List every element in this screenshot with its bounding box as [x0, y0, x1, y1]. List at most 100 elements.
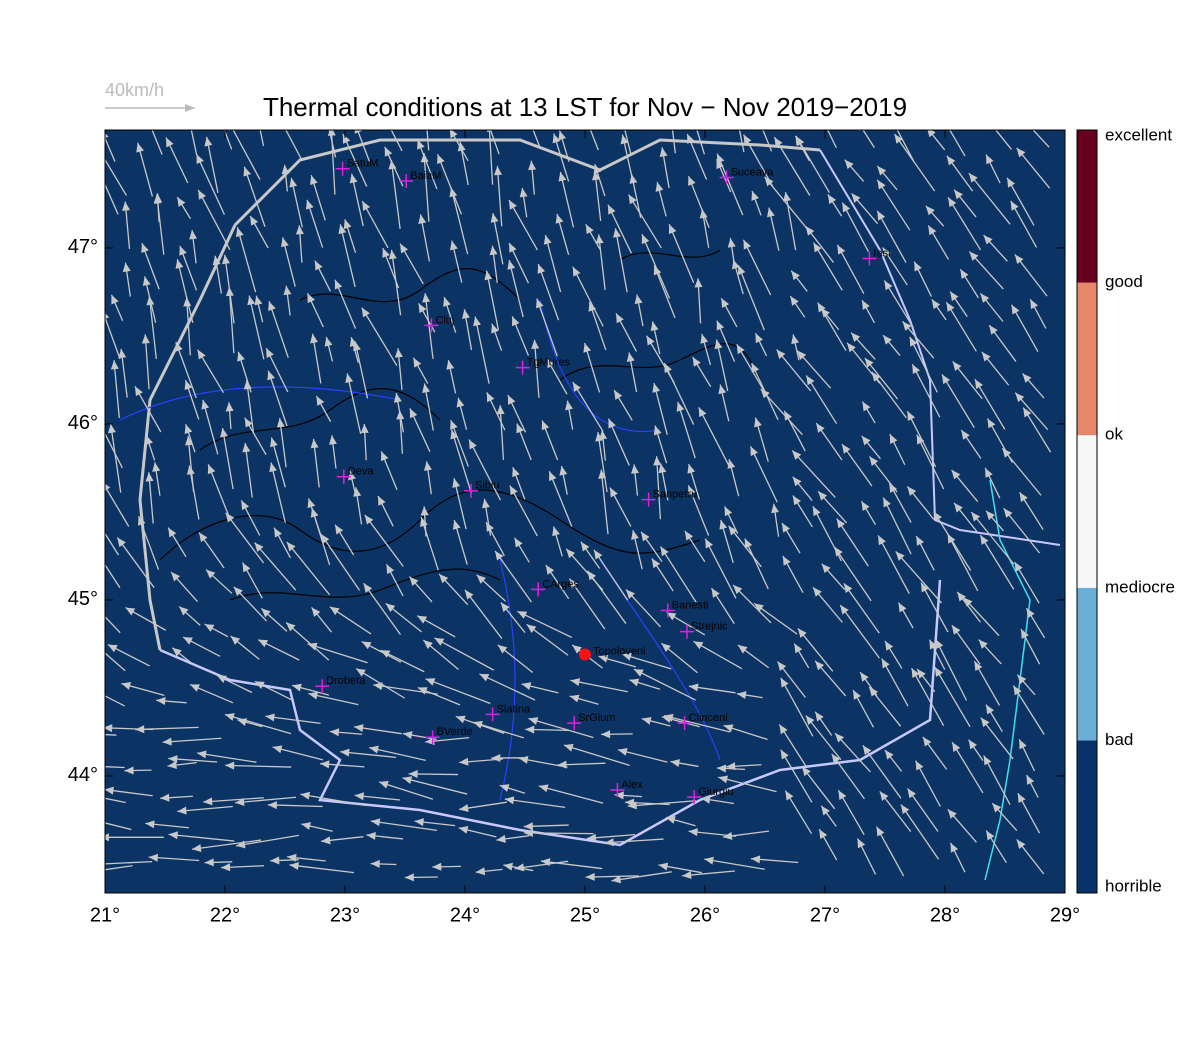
wind-arrow-head [105, 833, 109, 842]
wind-arrow-head [894, 134, 903, 144]
wind-arrow-head [361, 307, 370, 318]
wind-arrow [105, 822, 132, 831]
wind-arrow-head [862, 300, 870, 310]
wind-arrow-head [242, 562, 251, 573]
wind-arrow-head [153, 194, 162, 204]
wind-arrow-head [105, 483, 111, 491]
wind-arrow-head [827, 194, 837, 205]
wind-arrow-head [269, 462, 277, 473]
wind-arrow-head [388, 249, 397, 260]
wind-arrow [370, 820, 438, 832]
wind-arrow-head [883, 335, 892, 345]
wind-arrow-head [384, 146, 393, 157]
wind-arrow-head [166, 137, 174, 148]
wind-arrow-head [558, 130, 567, 141]
wind-arrow [485, 270, 500, 331]
wind-arrow-head [626, 352, 635, 363]
wind-arrow-head [980, 293, 990, 303]
wind-arrow [285, 130, 303, 160]
wind-arrow-head [487, 130, 494, 133]
wind-arrow [340, 751, 397, 758]
wind-arrow-head [699, 209, 708, 219]
wind-arrow-head [687, 485, 696, 496]
wind-arrow [434, 637, 495, 671]
wind-arrow [436, 154, 463, 215]
wind-arrow-head [310, 438, 319, 449]
wind-arrow-head [449, 187, 458, 198]
wind-arrow [489, 130, 500, 155]
wind-arrow-head [481, 498, 490, 509]
wind-arrow-head [819, 829, 828, 840]
wind-arrow-head [853, 690, 861, 700]
wind-arrow-head [598, 654, 609, 663]
wind-arrow [105, 432, 123, 469]
wind-arrow-head [889, 483, 898, 493]
wind-arrow-head [204, 624, 215, 632]
wind-arrow-head [243, 166, 252, 177]
x-tick-label: 29° [1050, 904, 1080, 926]
wind-arrow-head [362, 201, 371, 211]
wind-arrow-head [61, 787, 71, 795]
wind-arrow-head [869, 456, 879, 467]
wind-arrow [876, 210, 907, 263]
wind-arrow-head [225, 286, 234, 297]
wind-arrow-head [87, 505, 95, 515]
wind-arrow-head [514, 537, 523, 548]
wind-arrow-head [983, 755, 992, 766]
wind-arrow [244, 442, 253, 498]
wind-arrow [203, 797, 264, 803]
wind-arrow-head [920, 582, 929, 593]
wind-arrow-head [836, 518, 846, 529]
wind-arrow-head [760, 388, 770, 399]
wind-arrow-head [1022, 373, 1032, 383]
wind-arrow [841, 202, 869, 252]
wind-arrow-head [528, 717, 539, 725]
wind-arrow-head [585, 872, 595, 881]
x-tick-label: 25° [570, 904, 600, 926]
x-tick-label: 21° [90, 904, 120, 926]
colorbar-label: excellent [1105, 125, 1172, 144]
wind-arrow [949, 130, 966, 157]
wind-arrow-head [716, 153, 725, 164]
wind-arrow-head [417, 615, 428, 624]
city-label: SatuM [347, 158, 379, 170]
wind-arrow-head [274, 527, 282, 538]
wind-arrow [105, 158, 128, 196]
wind-arrow-head [242, 442, 251, 453]
wind-arrow-head [152, 462, 161, 472]
y-tick-label: 46° [68, 412, 98, 434]
wind-arrow-head [907, 411, 916, 421]
wind-arrow-head [373, 682, 383, 691]
wind-arrow-head [446, 360, 455, 370]
wind-arrow-head [168, 527, 177, 538]
wind-arrow [947, 197, 982, 251]
wind-arrow-head [237, 351, 245, 362]
wind-arrow [593, 549, 629, 601]
wind-arrow-head [841, 444, 851, 454]
wind-arrow [523, 832, 594, 835]
highlight-marker [579, 648, 591, 661]
wind-arrow-head [743, 239, 752, 250]
wind-arrow-head [704, 856, 714, 865]
wind-arrow [742, 239, 772, 296]
wind-arrow-head [978, 639, 988, 649]
wind-arrow-head [792, 476, 802, 487]
wind-arrow-head [177, 197, 186, 207]
wind-arrow-head [633, 669, 644, 677]
wind-arrow [196, 752, 257, 763]
wind-arrow [572, 266, 604, 327]
wind-arrow [862, 130, 875, 148]
wind-arrow-head [861, 501, 870, 511]
wind-arrow [941, 374, 975, 428]
city-marker [567, 716, 582, 731]
wind-arrow [716, 153, 744, 216]
wind-arrow-head [992, 803, 1002, 813]
wind-arrow-head [400, 243, 409, 254]
wind-arrow-head [286, 622, 296, 632]
wind-arrow-head [511, 316, 520, 327]
wind-arrow-head [983, 235, 993, 245]
wind-arrow-head [301, 822, 311, 830]
city-marker [677, 716, 692, 731]
wind-arrow-head [145, 435, 153, 446]
x-tick-label: 27° [810, 904, 840, 926]
